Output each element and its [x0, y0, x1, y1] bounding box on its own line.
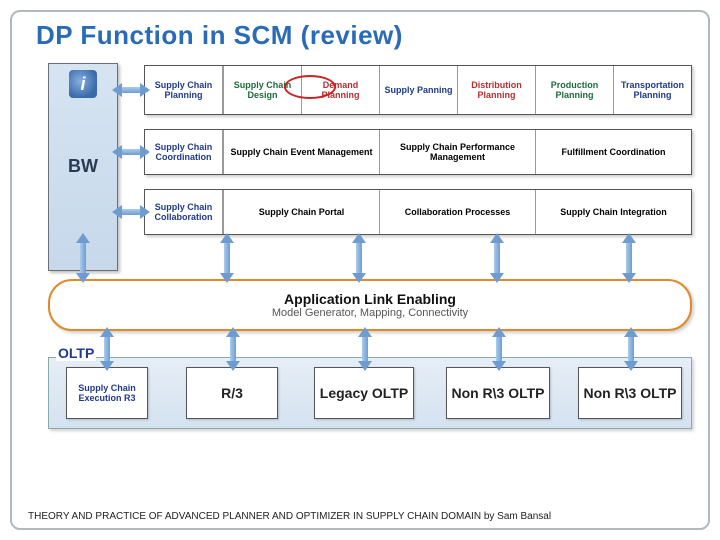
cell: Fulfillment Coordination	[535, 130, 691, 174]
cell: Supply Chain Portal	[223, 190, 379, 234]
double-arrow-vertical	[104, 335, 110, 363]
row-cells: Supply Chain Event Management Supply Cha…	[223, 130, 691, 174]
cell: Collaboration Processes	[379, 190, 535, 234]
double-arrow-vertical	[230, 335, 236, 363]
bw-label: BW	[68, 156, 98, 177]
double-arrow-horizontal	[120, 87, 142, 93]
double-arrow-vertical	[356, 241, 362, 275]
row-cells: Supply Chain Portal Collaboration Proces…	[223, 190, 691, 234]
cell: Supply Chain Design	[223, 66, 301, 114]
cell: Supply Chain Performance Management	[379, 130, 535, 174]
double-arrow-vertical	[496, 335, 502, 363]
slide-frame: DP Function in SCM (review) i BW Supply …	[10, 10, 710, 530]
ale-title: Application Link Enabling	[284, 291, 456, 307]
ale-bar: Application Link Enabling Model Generato…	[48, 279, 692, 331]
cell: Production Planning	[535, 66, 613, 114]
coordination-row: Supply Chain Coordination Supply Chain E…	[144, 129, 692, 175]
cell: Supply Panning	[379, 66, 457, 114]
double-arrow-vertical	[494, 241, 500, 275]
oltp-box: Non R\3 OLTP	[446, 367, 550, 419]
info-icon: i	[69, 70, 97, 98]
oltp-box: Non R\3 OLTP	[578, 367, 682, 419]
planning-row: Supply Chain Planning Supply Chain Desig…	[144, 65, 692, 115]
double-arrow-vertical	[626, 241, 632, 275]
cell: Supply Chain Event Management	[223, 130, 379, 174]
oltp-label: OLTP	[56, 345, 96, 361]
slide-title: DP Function in SCM (review)	[36, 20, 694, 51]
cell-demand-planning: Demand Planning	[301, 66, 379, 114]
collaboration-row: Supply Chain Collaboration Supply Chain …	[144, 189, 692, 235]
double-arrow-vertical	[224, 241, 230, 275]
row-cells: Supply Chain Design Demand Planning Supp…	[223, 66, 691, 114]
oltp-box: R/3	[186, 367, 278, 419]
oltp-box: Legacy OLTP	[314, 367, 414, 419]
double-arrow-vertical	[362, 335, 368, 363]
double-arrow-vertical	[628, 335, 634, 363]
footer-text: THEORY AND PRACTICE OF ADVANCED PLANNER …	[28, 511, 551, 522]
row-leader: Supply Chain Collaboration	[145, 190, 223, 234]
diagram-canvas: i BW Supply Chain Planning Supply Chain …	[26, 57, 694, 487]
row-leader: Supply Chain Coordination	[145, 130, 223, 174]
double-arrow-horizontal	[120, 209, 142, 215]
row-leader: Supply Chain Planning	[145, 66, 223, 114]
double-arrow-horizontal	[120, 149, 142, 155]
oltp-box: Supply Chain Execution R3	[66, 367, 148, 419]
double-arrow-vertical	[80, 241, 86, 275]
cell: Distribution Planning	[457, 66, 535, 114]
ale-subtitle: Model Generator, Mapping, Connectivity	[272, 307, 468, 319]
cell: Supply Chain Integration	[535, 190, 691, 234]
cell: Transportation Planning	[613, 66, 691, 114]
